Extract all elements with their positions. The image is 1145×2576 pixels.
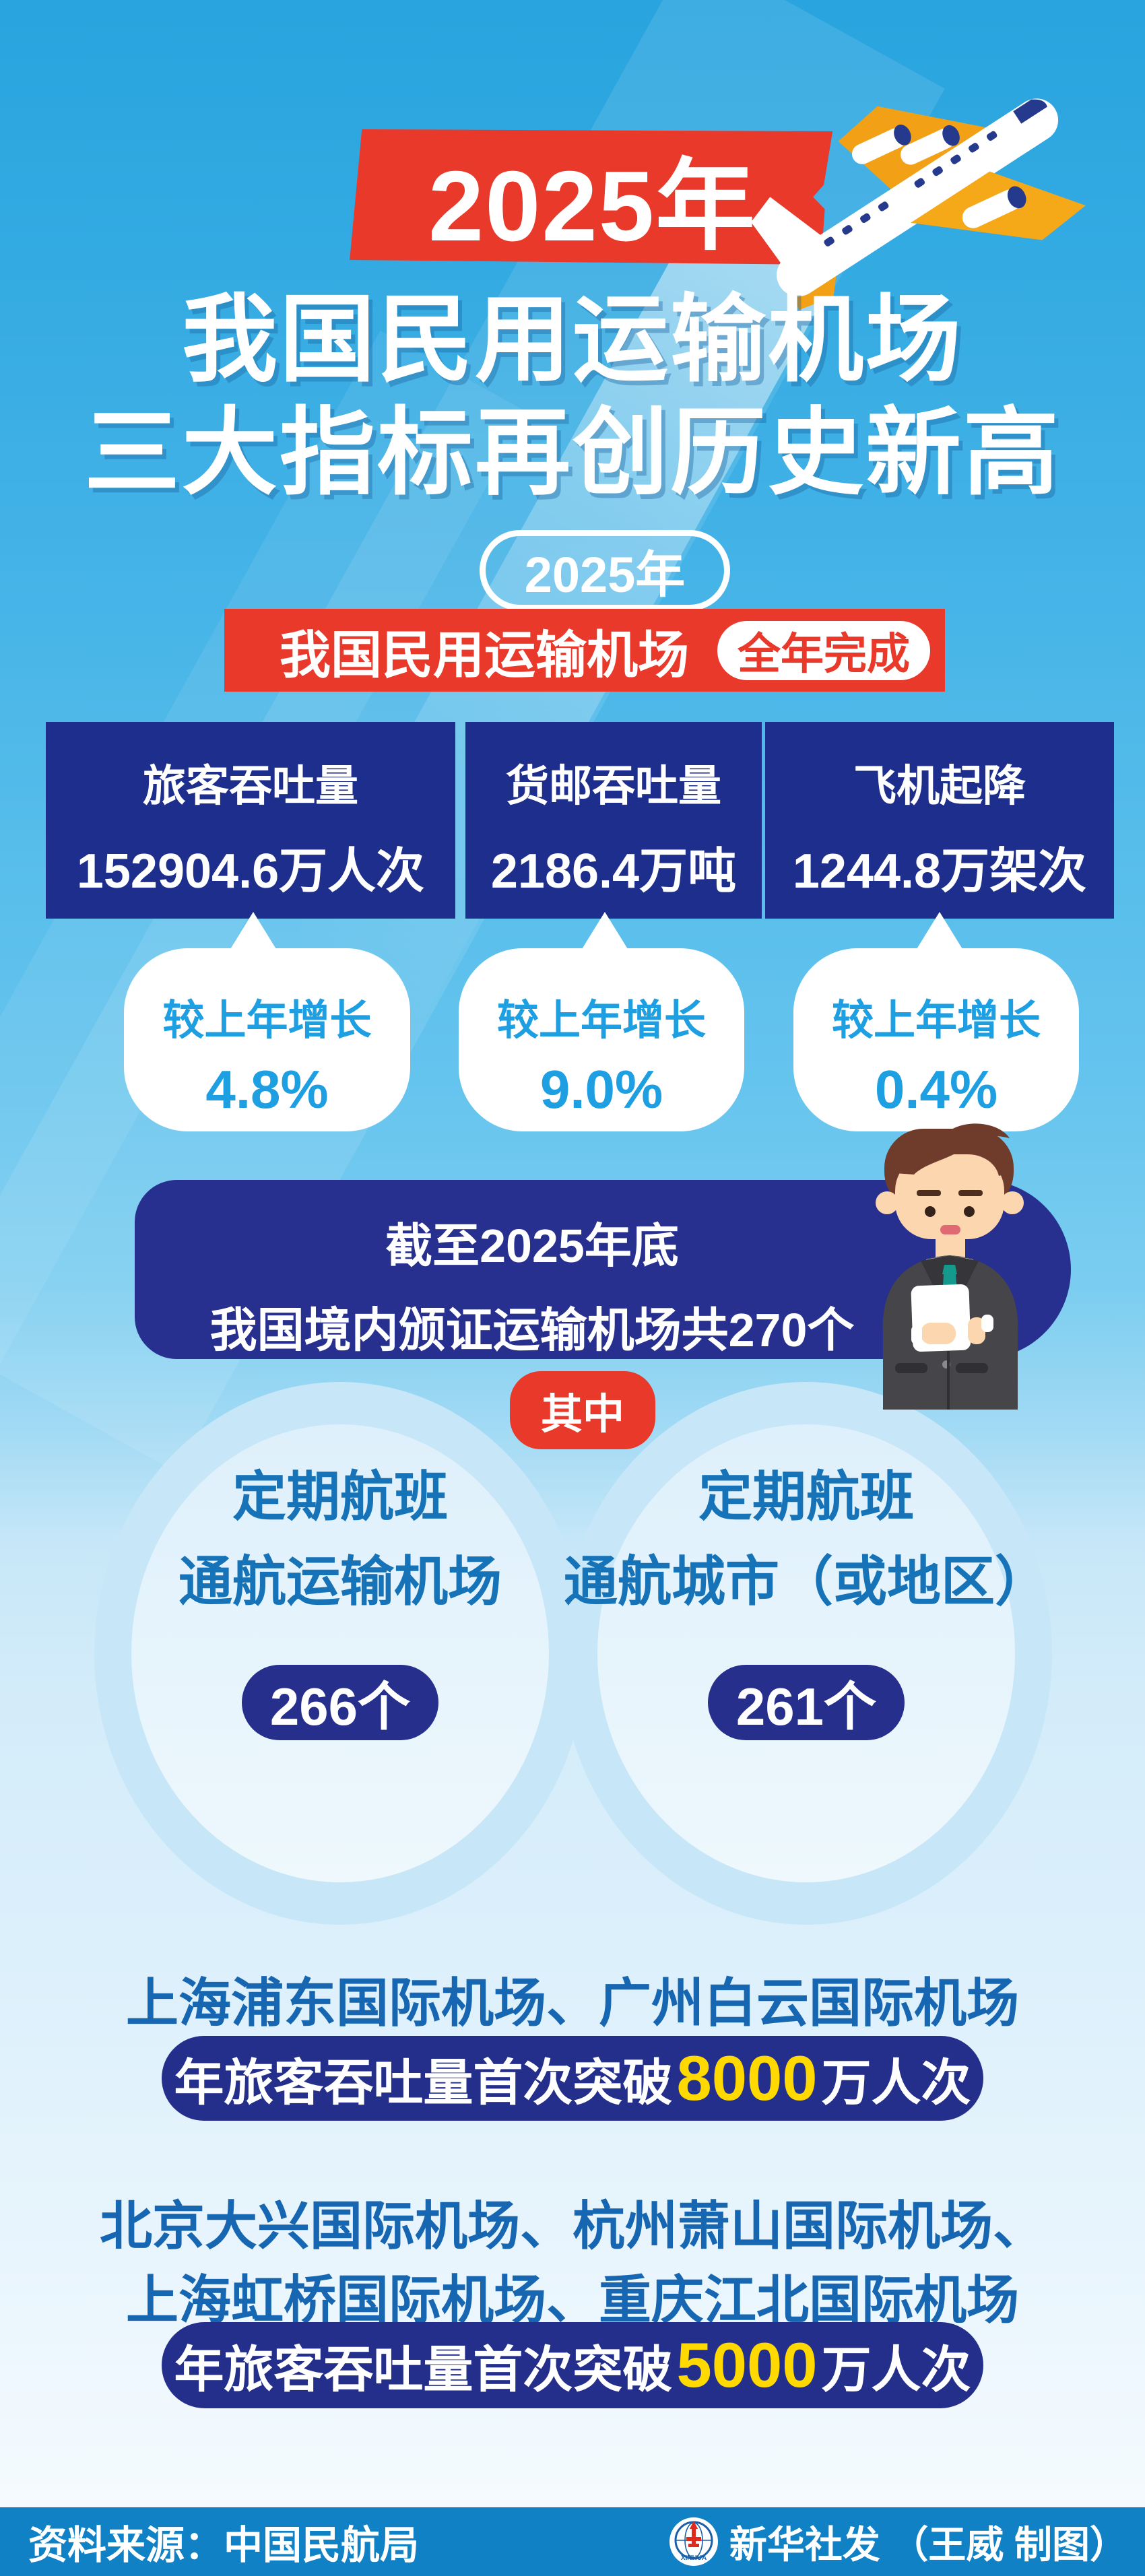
breakdown-left-count: 266个	[242, 1665, 438, 1740]
intro-chip: 全年完成	[717, 620, 930, 680]
stat-label: 旅客吞吐量	[143, 762, 358, 810]
milestone-highlight: 5000	[676, 2330, 818, 2400]
milestone2-airports-line1: 北京大兴国际机场、杭州萧山国际机场、	[99, 2196, 1045, 2255]
growth-label: 较上年增长	[831, 997, 1041, 1044]
intro-label: 我国民用运输机场	[280, 626, 689, 684]
growth-value: 9.0%	[539, 1059, 663, 1119]
xinhua-logo-text: XINHUA	[681, 2554, 707, 2562]
milestone-suffix: 万人次	[821, 2341, 971, 2398]
breakdown-right-line1: 定期航班	[698, 1467, 914, 1527]
year-pill-label: 2025年	[524, 546, 686, 603]
milestone2-airports-line2: 上海虹桥国际机场、重庆江北国际机场	[125, 2270, 1019, 2330]
milestone-suffix: 万人次	[821, 2054, 971, 2111]
breakdown-left-line2: 通航运输机场	[178, 1552, 502, 1612]
year-pill: 2025年	[480, 530, 730, 611]
businessman-icon	[876, 1123, 1024, 1410]
bubble-pointer	[580, 912, 630, 952]
milestone-highlight: 8000	[676, 2043, 818, 2113]
bubble-pointer	[228, 912, 278, 952]
left-circle	[131, 1424, 549, 1882]
count-label: 266个	[269, 1677, 411, 1736]
milestone1-airports: 上海浦东国际机场、广州白云国际机场	[125, 1973, 1019, 2033]
summary-line1: 截至2025年底	[385, 1220, 679, 1272]
credit-group: XINHUA 新华社发 （王威 制图）	[669, 2515, 1127, 2569]
growth-bubble-passenger: 较上年增长 4.8%	[124, 948, 410, 1131]
main-title-line2: 三大指标再创历史新高	[84, 399, 1061, 506]
growth-bubble-takeoffs: 较上年增长 0.4%	[793, 948, 1079, 1131]
footer-bar: 资料来源：中国民航局 XINHUA 新华社发 （王威 制图）	[0, 2507, 1145, 2576]
year-ribbon: 2025年	[350, 129, 833, 265]
among-badge: 其中	[510, 1371, 655, 1449]
stat-label: 飞机起降	[853, 762, 1026, 810]
stat-value: 152904.6万人次	[76, 845, 425, 898]
main-title-line1: 我国民用运输机场	[182, 286, 963, 393]
breakdown-right-count: 261个	[708, 1665, 905, 1740]
stat-box-passenger: 旅客吞吐量 152904.6万人次	[46, 722, 455, 919]
stat-box-cargo: 货邮吞吐量 2186.4万吨	[465, 722, 762, 919]
stat-label: 货邮吞吐量	[506, 762, 721, 810]
milestone-prefix: 年旅客吞吐量首次突破	[174, 2054, 673, 2111]
right-circle	[597, 1424, 1015, 1882]
intro-chip-label: 全年完成	[738, 629, 910, 678]
credit-label: 新华社发 （王威 制图）	[729, 2523, 1127, 2566]
data-source-label: 资料来源：中国民航局	[28, 2523, 420, 2567]
bubble-pointer	[915, 912, 964, 952]
milestone2-bar: 年旅客吞吐量首次突破 5000 万人次	[162, 2322, 983, 2408]
milestone1-bar: 年旅客吞吐量首次突破 8000 万人次	[162, 2036, 983, 2121]
stat-value: 1244.8万架次	[792, 845, 1087, 898]
growth-label: 较上年增长	[162, 997, 372, 1044]
stat-box-takeoffs: 飞机起降 1244.8万架次	[765, 722, 1114, 919]
among-badge-label: 其中	[540, 1391, 624, 1438]
airplane-icon	[751, 98, 1086, 310]
milestone-prefix: 年旅客吞吐量首次突破	[174, 2341, 673, 2398]
breakdown-right-line2: 通航城市（或地区）	[564, 1552, 1049, 1612]
growth-value: 4.8%	[205, 1059, 329, 1119]
breakdown-left-line1: 定期航班	[232, 1467, 448, 1527]
xinhua-logo-icon: XINHUA	[669, 2517, 718, 2566]
growth-value: 0.4%	[874, 1059, 998, 1119]
growth-bubble-cargo: 较上年增长 9.0%	[459, 948, 744, 1131]
count-label: 261个	[735, 1677, 877, 1736]
growth-label: 较上年增长	[496, 997, 706, 1044]
intro-bar: 我国民用运输机场 全年完成	[224, 609, 945, 692]
ribbon-year-label: 2025年	[428, 151, 757, 262]
summary-line2: 我国境内颁证运输机场共270个	[209, 1304, 855, 1356]
stat-value: 2186.4万吨	[490, 845, 737, 898]
